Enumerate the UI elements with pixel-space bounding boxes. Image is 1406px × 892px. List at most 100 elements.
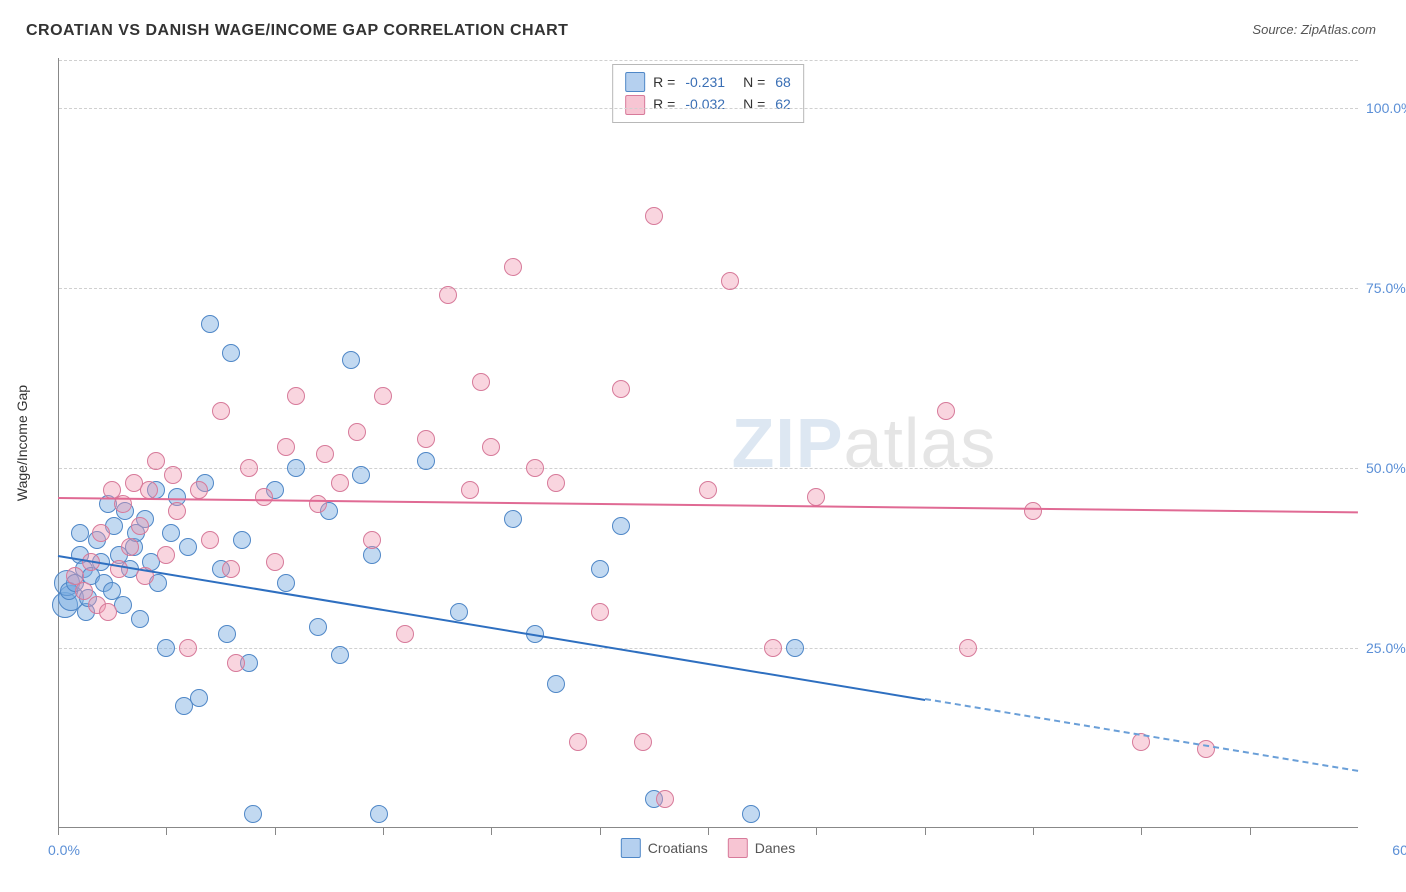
gridline <box>59 60 1358 61</box>
data-point <box>287 459 305 477</box>
data-point <box>75 582 93 600</box>
watermark-bold: ZIP <box>732 404 844 482</box>
data-point <box>370 805 388 823</box>
data-point <box>331 646 349 664</box>
data-point <box>190 689 208 707</box>
legend-item: Danes <box>728 838 795 858</box>
data-point <box>656 790 674 808</box>
data-point <box>212 402 230 420</box>
data-point <box>342 351 360 369</box>
data-point <box>162 524 180 542</box>
legend-item: Croatians <box>621 838 708 858</box>
data-point <box>591 560 609 578</box>
data-point <box>526 459 544 477</box>
legend-label-0: Croatians <box>648 840 708 856</box>
trend-line <box>58 497 1358 513</box>
x-tick <box>491 828 492 835</box>
data-point <box>504 510 522 528</box>
data-point <box>255 488 273 506</box>
data-point <box>309 618 327 636</box>
data-point <box>959 639 977 657</box>
r-value-1: -0.032 <box>685 93 725 115</box>
chart-title: CROATIAN VS DANISH WAGE/INCOME GAP CORRE… <box>26 22 568 40</box>
data-point <box>450 603 468 621</box>
x-tick <box>816 828 817 835</box>
data-point <box>121 538 139 556</box>
data-point <box>168 502 186 520</box>
data-point <box>634 733 652 751</box>
data-point <box>439 286 457 304</box>
data-point <box>71 524 89 542</box>
scatter-plot: Wage/Income Gap ZIPatlas R = -0.231 N = … <box>58 58 1358 828</box>
data-point <box>277 574 295 592</box>
y-tick-label: 75.0% <box>1366 280 1406 296</box>
data-point <box>222 560 240 578</box>
data-point <box>699 481 717 499</box>
y-tick-label: 25.0% <box>1366 640 1406 656</box>
legend-row: R = -0.032 N = 62 <box>625 93 791 115</box>
data-point <box>331 474 349 492</box>
x-tick <box>383 828 384 835</box>
data-point <box>240 459 258 477</box>
r-label: R = <box>653 71 675 93</box>
source-label: Source: <box>1252 22 1297 37</box>
x-tick <box>925 828 926 835</box>
gridline <box>59 288 1358 289</box>
data-point <box>591 603 609 621</box>
swatch-pink <box>625 95 645 115</box>
data-point <box>937 402 955 420</box>
data-point <box>190 481 208 499</box>
swatch-blue <box>625 72 645 92</box>
data-point <box>482 438 500 456</box>
data-point <box>742 805 760 823</box>
data-point <box>721 272 739 290</box>
data-point <box>110 560 128 578</box>
data-point <box>461 481 479 499</box>
data-point <box>266 553 284 571</box>
data-point <box>417 452 435 470</box>
gridline <box>59 108 1358 109</box>
source-attribution: Source: ZipAtlas.com <box>1252 22 1376 37</box>
x-tick-label-max: 60.0% <box>1392 842 1406 858</box>
data-point <box>764 639 782 657</box>
n-label: N = <box>743 71 765 93</box>
y-axis-line <box>58 58 59 828</box>
data-point <box>147 452 165 470</box>
data-point <box>99 603 117 621</box>
x-tick <box>600 828 601 835</box>
r-label: R = <box>653 93 675 115</box>
correlation-legend: R = -0.231 N = 68 R = -0.032 N = 62 <box>612 64 804 123</box>
trend-line <box>924 698 1358 772</box>
source-value: ZipAtlas.com <box>1301 22 1376 37</box>
data-point <box>131 610 149 628</box>
data-point <box>164 466 182 484</box>
y-tick-label: 50.0% <box>1366 460 1406 476</box>
gridline <box>59 648 1358 649</box>
data-point <box>218 625 236 643</box>
data-point <box>645 207 663 225</box>
data-point <box>396 625 414 643</box>
legend-row: R = -0.231 N = 68 <box>625 71 791 93</box>
data-point <box>140 481 158 499</box>
data-point <box>472 373 490 391</box>
x-tick <box>166 828 167 835</box>
data-point <box>233 531 251 549</box>
data-point <box>179 639 197 657</box>
data-point <box>157 639 175 657</box>
data-point <box>157 546 175 564</box>
data-point <box>227 654 245 672</box>
data-point <box>309 495 327 513</box>
data-point <box>277 438 295 456</box>
swatch-blue <box>621 838 641 858</box>
n-value-0: 68 <box>775 71 791 93</box>
data-point <box>612 517 630 535</box>
legend-label-1: Danes <box>755 840 795 856</box>
data-point <box>287 387 305 405</box>
data-point <box>612 380 630 398</box>
watermark: ZIPatlas <box>732 403 997 483</box>
r-value-0: -0.231 <box>685 71 725 93</box>
data-point <box>786 639 804 657</box>
n-label: N = <box>743 93 765 115</box>
trend-line <box>58 555 925 701</box>
x-tick <box>708 828 709 835</box>
